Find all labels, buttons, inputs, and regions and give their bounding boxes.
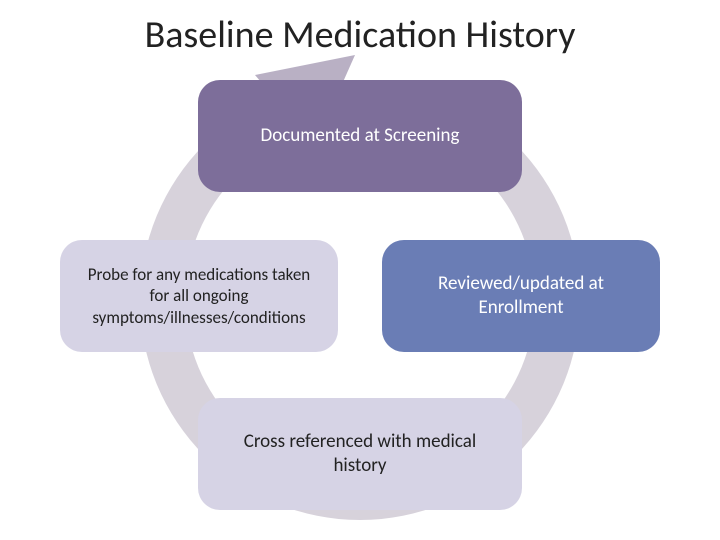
node-right: Reviewed/updated at Enrollment xyxy=(382,240,660,352)
node-left-label: Probe for any medications taken for all … xyxy=(78,264,320,328)
title-text: Baseline Medication History xyxy=(145,12,576,58)
node-top-label: Documented at Screening xyxy=(261,124,460,148)
node-right-label: Reviewed/updated at Enrollment xyxy=(400,272,642,320)
node-bottom: Cross referenced with medical history xyxy=(198,398,522,510)
node-bottom-label: Cross referenced with medical history xyxy=(216,430,504,478)
node-left: Probe for any medications taken for all … xyxy=(60,240,338,352)
node-top: Documented at Screening xyxy=(198,80,522,192)
slide: Baseline Medication History Documented a… xyxy=(0,0,720,540)
page-title: Baseline Medication History xyxy=(0,12,720,58)
